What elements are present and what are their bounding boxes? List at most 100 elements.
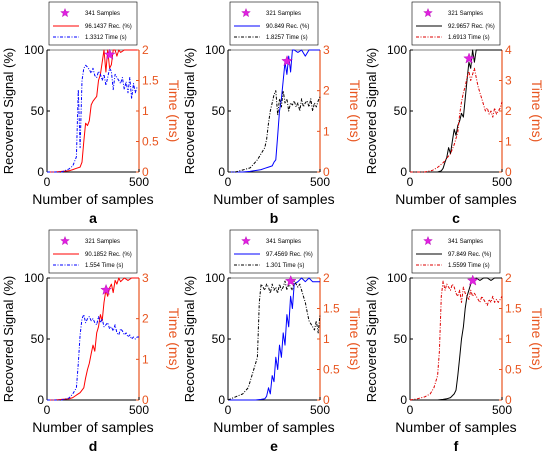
y-right-tick-label: 0 bbox=[142, 393, 149, 407]
y-left-axis-label: Recovered Signal (%) bbox=[1, 48, 16, 174]
x-tick-label: 500 bbox=[310, 403, 330, 417]
legend-time-label: 1.3312 Time (s) bbox=[85, 35, 127, 41]
legend-marker-label: 341 Samples bbox=[85, 11, 120, 17]
legend-box bbox=[48, 1, 138, 46]
y-right-tick-label: 3 bbox=[323, 43, 330, 57]
y-right-tick-label: 0.5 bbox=[505, 363, 522, 377]
x-tick-label: 0 bbox=[407, 175, 414, 189]
x-tick-label: 500 bbox=[310, 175, 330, 189]
series-line-recovered-signal bbox=[228, 49, 320, 173]
series-line-recovered-signal bbox=[47, 277, 139, 401]
x-axis-label: Number of samples bbox=[213, 419, 334, 435]
series-line-recovered-signal bbox=[410, 49, 502, 173]
y-right-tick-label: 4 bbox=[505, 43, 512, 57]
legend-box bbox=[48, 229, 138, 274]
legend-box bbox=[229, 1, 319, 46]
y-right-tick-label: 1 bbox=[142, 104, 149, 118]
legend-rec-label: 90.849 Rec. (%) bbox=[266, 24, 309, 30]
y-left-tick-label: 0 bbox=[400, 165, 407, 179]
legend-star-icon bbox=[423, 235, 433, 246]
x-axis-label: Number of samples bbox=[32, 419, 153, 435]
legend-rec-label: 90.1852 Rec. (%) bbox=[85, 252, 132, 258]
y-left-tick-label: 0 bbox=[400, 393, 407, 407]
legend-time-label: 1.8257 Time (s) bbox=[266, 35, 308, 41]
y-right-tick-label: 1 bbox=[323, 124, 330, 138]
y-left-tick-label: 50 bbox=[31, 332, 45, 346]
legend-marker-label: 321 Samples bbox=[448, 11, 483, 17]
series-line-time bbox=[410, 67, 503, 173]
highlight-star-marker bbox=[284, 275, 297, 287]
y-right-tick-label: 2 bbox=[505, 271, 512, 285]
legend-time-label: 1.5599 Time (s) bbox=[448, 263, 490, 269]
legend-star-icon bbox=[60, 7, 70, 18]
highlight-star-marker bbox=[281, 55, 293, 67]
legend-star-icon bbox=[241, 7, 251, 18]
x-tick-label: 0 bbox=[407, 403, 414, 417]
y-right-tick-label: 2 bbox=[142, 312, 149, 326]
y-left-axis-label: Recovered Signal (%) bbox=[364, 48, 379, 174]
y-right-tick-label: 0 bbox=[323, 165, 330, 179]
x-axis-label: Number of samples bbox=[213, 191, 334, 207]
panel-letter: d bbox=[89, 438, 98, 454]
y-right-tick-label: 0 bbox=[142, 165, 149, 179]
x-tick-label: 500 bbox=[492, 403, 512, 417]
x-tick-label: 500 bbox=[129, 403, 149, 417]
y-right-axis-label: Time (ms) bbox=[529, 308, 545, 370]
y-left-tick-label: 50 bbox=[394, 104, 408, 118]
highlight-star-marker bbox=[103, 48, 116, 60]
y-right-tick-label: 1.5 bbox=[142, 74, 159, 88]
panel-letter: b bbox=[270, 210, 279, 226]
y-left-axis-label: Recovered Signal (%) bbox=[182, 276, 197, 402]
y-right-tick-label: 1 bbox=[505, 135, 512, 149]
x-tick-label: 0 bbox=[225, 403, 232, 417]
highlight-star-marker bbox=[466, 274, 479, 286]
y-right-tick-label: 0.5 bbox=[142, 135, 159, 149]
legend-box bbox=[411, 229, 501, 274]
y-right-tick-label: 1 bbox=[323, 332, 330, 346]
series-line-time bbox=[227, 280, 321, 401]
series-line-recovered-signal bbox=[410, 277, 502, 401]
y-right-tick-label: 2 bbox=[323, 84, 330, 98]
legend: 321 Samples 90.1852 Rec. (%) 1.554 Time (s… bbox=[48, 229, 138, 274]
y-left-tick-label: 50 bbox=[394, 332, 408, 346]
y-right-tick-label: 1.5 bbox=[323, 302, 340, 316]
y-right-tick-label: 2 bbox=[323, 271, 330, 285]
x-tick-label: 500 bbox=[129, 175, 149, 189]
y-left-tick-label: 100 bbox=[24, 271, 44, 285]
series-line-recovered-signal bbox=[47, 49, 138, 173]
x-axis-label: Number of samples bbox=[395, 191, 516, 207]
series-line-time bbox=[409, 280, 503, 401]
legend-box bbox=[411, 1, 501, 46]
series-line-time bbox=[47, 64, 138, 173]
legend-rec-label: 97.849 Rec. (%) bbox=[448, 252, 491, 258]
x-axis-label: Number of samples bbox=[32, 191, 153, 207]
y-left-axis-label: Recovered Signal (%) bbox=[1, 276, 16, 402]
y-left-tick-label: 100 bbox=[387, 271, 407, 285]
y-left-axis-label: Recovered Signal (%) bbox=[182, 48, 197, 174]
legend-rec-label: 92.9657 Rec. (%) bbox=[448, 24, 495, 30]
panel-letter: c bbox=[452, 210, 460, 226]
legend-time-label: 1.301 Time (s) bbox=[266, 263, 304, 269]
y-left-tick-label: 100 bbox=[205, 271, 225, 285]
y-right-tick-label: 2 bbox=[142, 43, 149, 57]
y-right-tick-label: 3 bbox=[505, 74, 512, 88]
legend-marker-label: 321 Samples bbox=[266, 11, 301, 17]
y-left-tick-label: 0 bbox=[218, 165, 225, 179]
y-left-tick-label: 50 bbox=[31, 104, 45, 118]
y-left-tick-label: 0 bbox=[37, 393, 44, 407]
y-right-tick-label: 1.5 bbox=[505, 302, 522, 316]
legend: 341 Samples 96.1437 Rec. (%) 1.3312 Time (… bbox=[48, 1, 138, 46]
y-right-tick-label: 0 bbox=[323, 393, 330, 407]
highlight-star-marker bbox=[100, 283, 112, 295]
y-left-tick-label: 50 bbox=[212, 104, 226, 118]
legend-star-icon bbox=[60, 235, 70, 246]
y-left-tick-label: 100 bbox=[205, 43, 225, 57]
x-tick-label: 500 bbox=[492, 175, 512, 189]
y-right-axis-label: Time (ms) bbox=[347, 80, 363, 142]
series-line-time bbox=[47, 314, 139, 401]
